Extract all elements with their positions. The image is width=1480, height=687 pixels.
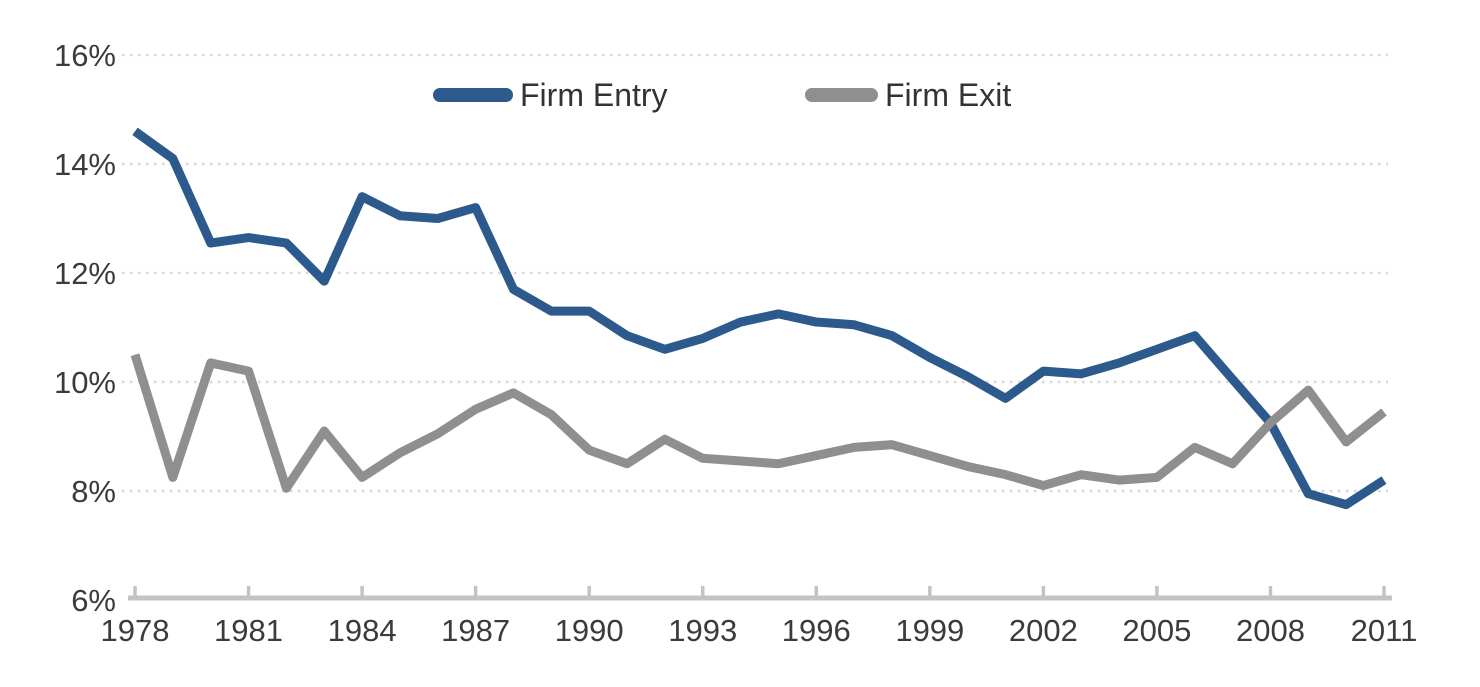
x-axis-label: 1990 xyxy=(555,613,624,648)
x-axis-label: 2011 xyxy=(1351,613,1418,648)
legend-label-firm-entry: Firm Entry xyxy=(520,77,668,113)
x-axis-label: 1978 xyxy=(101,613,170,648)
y-axis-label: 12% xyxy=(54,256,116,291)
x-axis-label: 1996 xyxy=(782,613,851,648)
x-axis-label: 2005 xyxy=(1122,613,1191,648)
y-axis-label: 8% xyxy=(71,474,116,509)
y-axis-label: 16% xyxy=(54,38,116,73)
series-line-firm-entry xyxy=(132,127,1387,510)
x-axis-label: 1987 xyxy=(441,613,510,648)
y-axis-label: 14% xyxy=(54,147,116,182)
x-axis-label: 2008 xyxy=(1236,613,1305,648)
x-axis-label: 1999 xyxy=(895,613,964,648)
series-line-firm-exit xyxy=(130,353,1387,493)
x-axis-label: 2002 xyxy=(1009,613,1078,648)
y-axis-label: 6% xyxy=(71,583,116,618)
x-axis-label: 1981 xyxy=(214,613,283,648)
x-axis-label: 1984 xyxy=(328,613,397,648)
y-axis-label: 10% xyxy=(54,365,116,400)
x-axis-label: 1993 xyxy=(668,613,737,648)
legend-label-firm-exit: Firm Exit xyxy=(885,77,1011,113)
